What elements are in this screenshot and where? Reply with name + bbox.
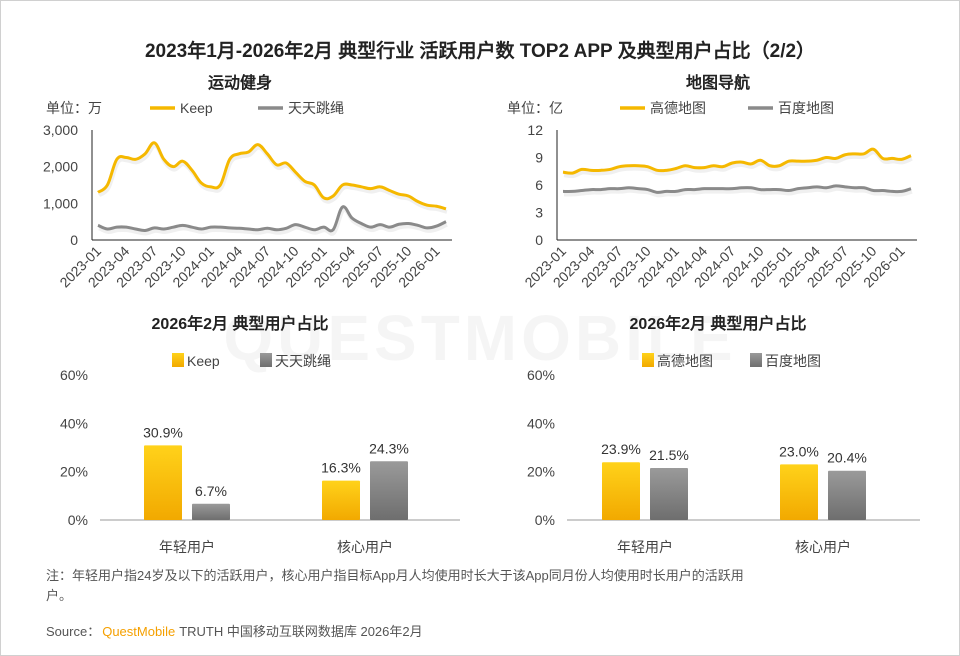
y-tick-label: 40% xyxy=(60,415,88,431)
data-label: 20.4% xyxy=(827,450,867,466)
category-label: 核心用户 xyxy=(337,539,393,555)
bar-chart-1: 0% 20% 40% 60% 年轻用户 核心用户 23.9% 23.0% 高德地图 21.5% 20… xyxy=(527,353,920,555)
bar-title-fitness: 2026年2月 典型用户占比 xyxy=(152,314,329,333)
series-shadow xyxy=(563,186,913,198)
bar-Keep xyxy=(144,445,182,520)
data-label: 6.7% xyxy=(195,483,227,499)
unit-label-maps: 单位：亿 xyxy=(507,100,563,116)
bar-Keep xyxy=(322,480,360,520)
y-tick-label: 0 xyxy=(70,232,78,248)
series-shadow xyxy=(97,143,448,214)
legend-swatch xyxy=(260,353,272,367)
line-chart-0: 01,0002,0003,0002023-012023-042023-07202… xyxy=(43,100,452,290)
bar-天天跳绳 xyxy=(370,461,408,520)
bar-天天跳绳 xyxy=(192,503,230,520)
legend-label: 百度地图 xyxy=(765,353,821,369)
source-line: Source： QuestMobile TRUTH 中国移动互联网数据库 2026年… xyxy=(46,624,423,639)
page-title: 2023年1月-2026年2月 典型行业 活跃用户数 TOP2 APP 及典型用… xyxy=(145,39,815,62)
y-tick-label: 0% xyxy=(68,512,88,528)
bar-百度地图 xyxy=(650,468,688,520)
series-shadow xyxy=(563,150,913,179)
series-line-百度地图 xyxy=(562,184,912,194)
series-line-Keep xyxy=(97,141,447,211)
data-label: 16.3% xyxy=(321,460,361,476)
legend-label: 高德地图 xyxy=(657,353,713,369)
bar-高德地图 xyxy=(780,464,818,520)
category-label: 年轻用户 xyxy=(159,539,215,555)
y-tick-label: 9 xyxy=(535,150,543,166)
data-label: 23.0% xyxy=(779,443,819,459)
y-tick-label: 0 xyxy=(535,232,543,248)
bar-高德地图 xyxy=(602,462,640,520)
chart-title-fitness: 运动健身 xyxy=(208,73,272,92)
y-tick-label: 6 xyxy=(535,177,543,193)
data-label: 30.9% xyxy=(143,424,183,440)
chart-title-maps: 地图导航 xyxy=(686,73,750,92)
y-tick-label: 60% xyxy=(60,367,88,383)
footnote-line-2: 户。 xyxy=(46,588,72,603)
bar-title-maps: 2026年2月 典型用户占比 xyxy=(630,314,807,333)
line-chart-1: 0369122023-012023-042023-072023-102024-0… xyxy=(521,100,917,290)
y-tick-label: 20% xyxy=(527,464,555,480)
category-label: 核心用户 xyxy=(795,539,851,555)
y-tick-label: 40% xyxy=(527,415,555,431)
y-tick-label: 20% xyxy=(60,464,88,480)
data-label: 21.5% xyxy=(649,447,689,463)
legend-label: 天天跳绳 xyxy=(275,353,331,369)
bar-百度地图 xyxy=(828,470,866,520)
legend-label: 天天跳绳 xyxy=(288,100,344,116)
data-label: 23.9% xyxy=(601,441,641,457)
y-tick-label: 2,000 xyxy=(43,159,78,175)
source-label: Source： xyxy=(46,624,100,639)
series-line-高德地图 xyxy=(562,147,912,175)
legend-label: 高德地图 xyxy=(650,100,706,116)
y-tick-label: 60% xyxy=(527,367,555,383)
y-tick-label: 12 xyxy=(527,122,543,138)
unit-label-fitness: 单位：万 xyxy=(46,100,102,116)
y-tick-label: 3 xyxy=(535,205,543,221)
legend-swatch xyxy=(172,353,184,367)
source-brand: QuestMobile xyxy=(102,624,175,639)
legend-label: Keep xyxy=(180,100,213,116)
y-tick-label: 0% xyxy=(535,512,555,528)
legend-label: 百度地图 xyxy=(778,100,834,116)
legend-swatch xyxy=(642,353,654,367)
source-text: TRUTH 中国移动互联网数据库 2026年2月 xyxy=(179,624,422,639)
y-tick-label: 3,000 xyxy=(43,122,78,138)
legend-swatch xyxy=(750,353,762,367)
series-shadow xyxy=(98,207,448,236)
series-line-天天跳绳 xyxy=(97,205,447,233)
bar-chart-0: 0% 20% 40% 60% 年轻用户 核心用户 30.9% 16.3% Keep 6.7% 24.… xyxy=(60,353,460,555)
category-label: 年轻用户 xyxy=(617,539,673,555)
data-label: 24.3% xyxy=(369,440,409,456)
y-tick-label: 1,000 xyxy=(43,195,78,211)
footnote-line-1: 注：年轻用户指24岁及以下的活跃用户，核心用户指目标App月人均使用时长大于该A… xyxy=(46,568,744,583)
legend-label: Keep xyxy=(187,353,220,369)
